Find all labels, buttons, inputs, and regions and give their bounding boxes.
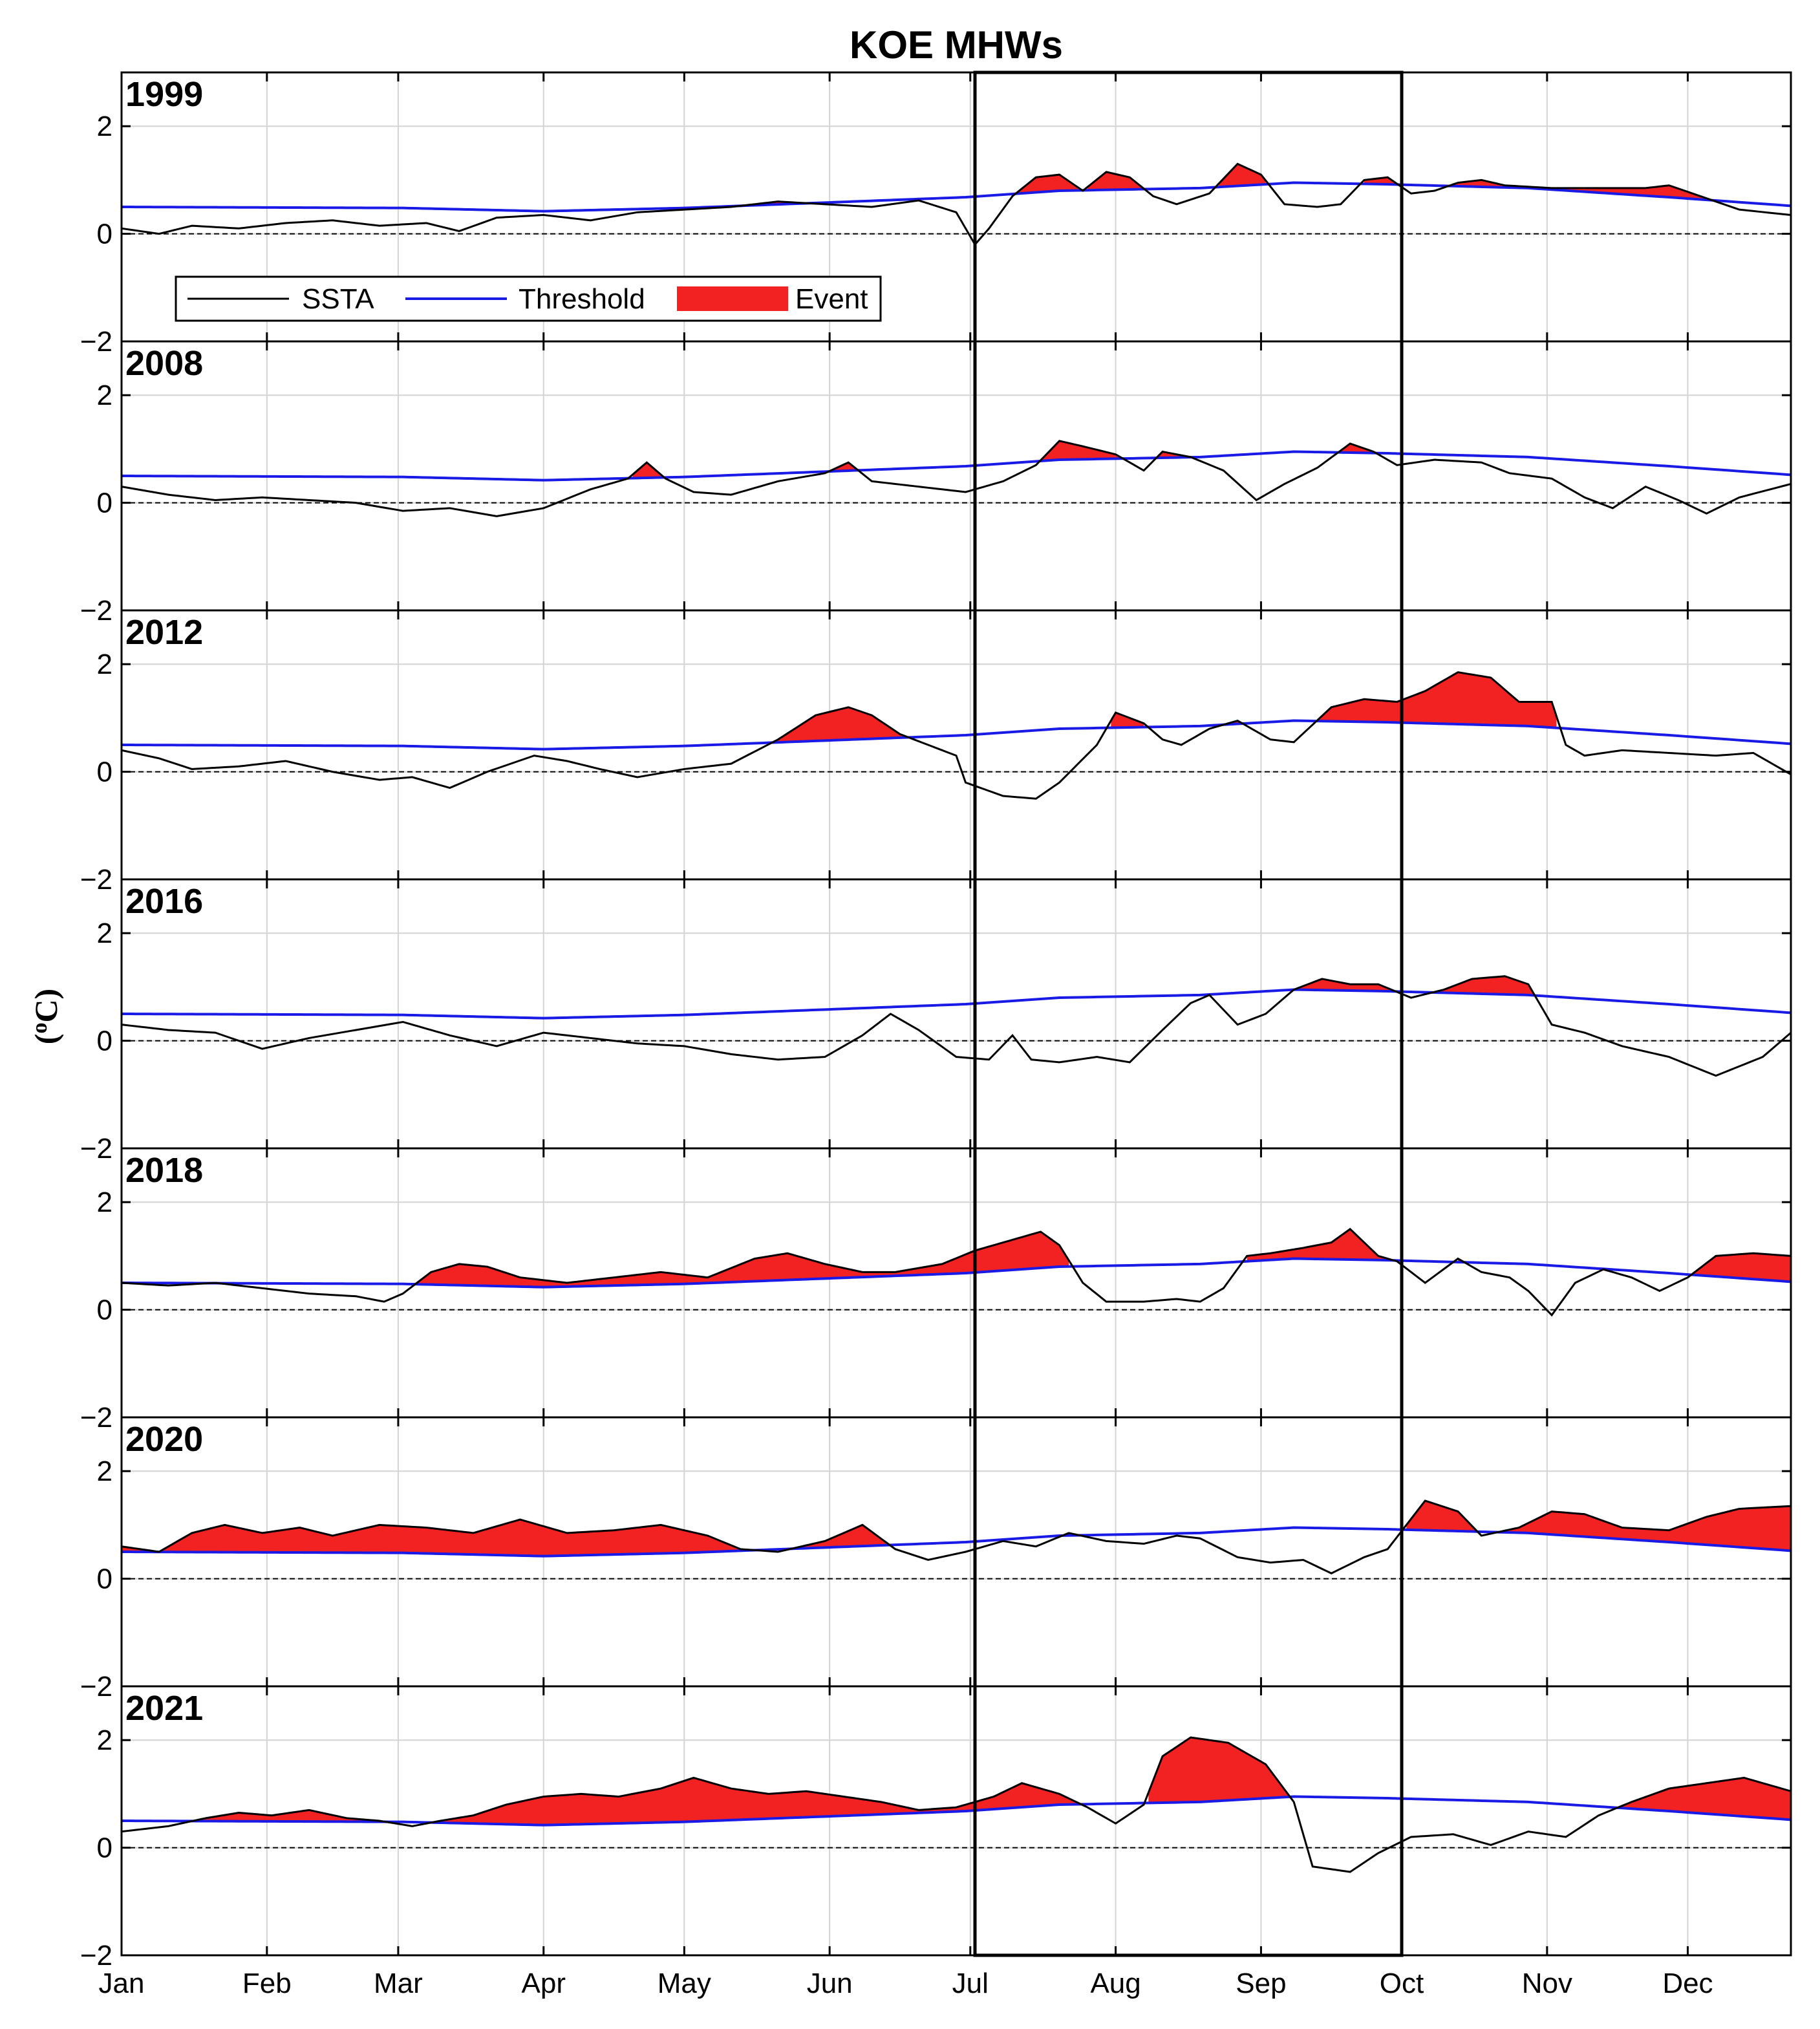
- event-area-2021-0: [197, 1810, 385, 1822]
- ssta-line-2012: [121, 671, 1792, 800]
- month-label-dec: Dec: [1662, 1968, 1713, 1999]
- threshold-line-2021: [121, 1795, 1792, 1827]
- ssta-line-1999: [121, 162, 1792, 246]
- y-tick-label: 0: [97, 1563, 112, 1595]
- panel-year-label: 2018: [125, 1151, 203, 1190]
- event-area-2018-4: [1692, 1253, 1791, 1282]
- x-axis-month-labels: Jan Feb Mar Apr May Jun Jul Aug Sep Oct Nov Dec: [99, 1968, 1713, 1999]
- panel-1999: −2 0 2 1999 SSTA Threshold Event: [80, 71, 1792, 358]
- month-label-jul: Jul: [952, 1968, 989, 1999]
- panel-frame: [120, 1685, 1792, 1957]
- month-label-may: May: [658, 1968, 711, 1999]
- threshold-line-2008: [121, 450, 1792, 482]
- y-tick-label: 0: [97, 219, 112, 250]
- threshold-line-2020: [121, 1526, 1792, 1558]
- event-area-2012-3: [1317, 672, 1557, 728]
- month-label-oct: Oct: [1380, 1968, 1424, 1999]
- y-tick-label: 0: [97, 757, 112, 788]
- y-tick-label: 0: [97, 488, 112, 519]
- ssta-line-2016: [121, 975, 1792, 1077]
- panel-year-label: 2012: [125, 613, 203, 652]
- panel-2021: −2 0 2 2021: [80, 1685, 1792, 1971]
- month-label-jun: Jun: [807, 1968, 853, 1999]
- ssta-line-2021: [121, 1736, 1792, 1873]
- y-axis-label: (oC): [28, 989, 64, 1044]
- month-label-mar: Mar: [374, 1968, 423, 1999]
- event-area-2016-0: [1298, 978, 1393, 992]
- ssta-line-2018: [121, 1227, 1792, 1317]
- panel-year-label: 2021: [125, 1689, 203, 1728]
- y-tick-label: 2: [97, 918, 112, 949]
- month-label-feb: Feb: [242, 1968, 292, 1999]
- legend: SSTA Threshold Event: [175, 275, 882, 322]
- y-tick-label: 2: [97, 649, 112, 680]
- legend-event-label: Event: [795, 283, 868, 315]
- event-area-1999-3: [1219, 164, 1266, 188]
- panel-year-label: 2008: [125, 344, 203, 383]
- y-tick-label: −2: [80, 864, 112, 896]
- legend-ssta-label: SSTA: [302, 283, 374, 315]
- event-area-2012-1: [1111, 713, 1144, 728]
- threshold-line-1999: [121, 181, 1792, 213]
- event-area-2008-4: [1340, 444, 1374, 453]
- y-tick-label: 2: [97, 1455, 112, 1487]
- y-axis-label-sup: o: [28, 1023, 52, 1034]
- panel-2020: −2 0 2 2020: [80, 1416, 1792, 1702]
- y-tick-label: −2: [80, 326, 112, 358]
- y-tick-label: 2: [97, 1186, 112, 1218]
- event-area-2020-4: [1500, 1506, 1791, 1551]
- event-area-2020-3: [1406, 1500, 1477, 1532]
- threshold-line-2018: [121, 1257, 1792, 1289]
- y-tick-label: 0: [97, 1294, 112, 1326]
- y-tick-label: −2: [80, 1133, 112, 1165]
- y-axis-label-open: (: [28, 1034, 64, 1045]
- event-area-2008-0: [632, 462, 661, 478]
- event-area-2021-1: [435, 1777, 1078, 1825]
- month-label-nov: Nov: [1522, 1968, 1572, 1999]
- y-tick-label: −2: [80, 1671, 112, 1702]
- y-tick-label: −2: [80, 1402, 112, 1433]
- panel-2008: −2 0 2 2008: [80, 340, 1792, 627]
- threshold-line-2016: [121, 988, 1792, 1020]
- threshold-line-2012: [121, 719, 1792, 751]
- event-area-2018-1: [416, 1231, 1069, 1287]
- legend-event-swatch: [677, 286, 788, 311]
- event-area-2020-1: [792, 1525, 886, 1549]
- month-label-sep: Sep: [1236, 1968, 1286, 1999]
- y-tick-label: 0: [97, 1832, 112, 1864]
- y-tick-label: 0: [97, 1025, 112, 1057]
- y-tick-label: 2: [97, 111, 112, 142]
- ssta-line-2008: [121, 440, 1792, 517]
- y-axis-label-unit: C): [28, 989, 64, 1023]
- y-tick-label: 2: [97, 380, 112, 411]
- month-label-jan: Jan: [99, 1968, 145, 1999]
- event-area-1999-1: [1017, 175, 1078, 194]
- jul-oct-highlight-box: [973, 70, 1404, 1957]
- panel-2018: −2 0 2 2018: [80, 1147, 1792, 1433]
- legend-threshold-label: Threshold: [519, 283, 645, 315]
- month-label-aug: Aug: [1090, 1968, 1140, 1999]
- chart-title: KOE MHWs: [850, 23, 1063, 67]
- event-area-2020-0: [122, 1519, 755, 1556]
- event-area-2016-1: [1434, 976, 1534, 996]
- event-area-2021-2: [1148, 1737, 1289, 1803]
- event-area-2021-3: [1617, 1777, 1791, 1820]
- panel-2016: −2 0 2 2016: [80, 878, 1792, 1165]
- y-tick-label: −2: [80, 1940, 112, 1971]
- panel-year-label: 2020: [125, 1420, 203, 1459]
- y-tick-label: 2: [97, 1724, 112, 1756]
- panel-year-label: 2016: [125, 882, 203, 921]
- y-tick-label: −2: [80, 595, 112, 627]
- panel-2012: −2 0 2 2012: [80, 609, 1792, 896]
- panel-year-label: 1999: [125, 75, 203, 114]
- month-label-apr: Apr: [522, 1968, 566, 1999]
- ssta-line-2020: [121, 1499, 1792, 1574]
- event-area-2008-2: [1040, 440, 1120, 462]
